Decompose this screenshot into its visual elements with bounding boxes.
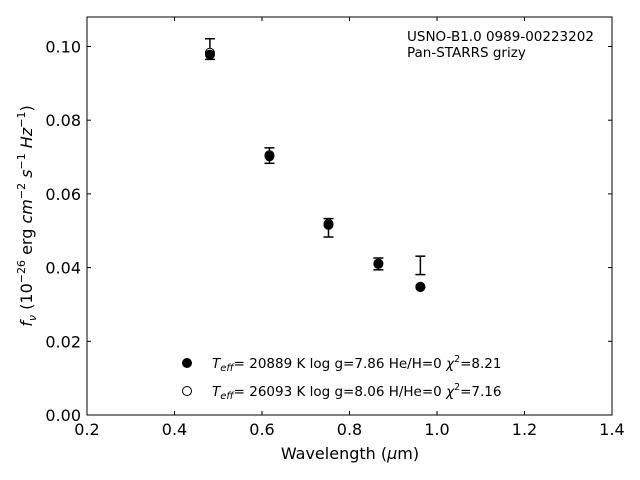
x-tick-label: 0.4 <box>162 420 187 439</box>
x-tick-label: 1.4 <box>599 420 624 439</box>
y-tick-label: 0.02 <box>45 332 81 351</box>
annotation-line-2: Pan-STARRS grizy <box>407 45 526 61</box>
y-tick-label: 0.08 <box>45 111 81 130</box>
legend-entry-2: Teff= 26093 K log g=8.06 H/He=0 χ2=7.16 <box>212 382 501 402</box>
error-bars <box>204 37 426 276</box>
filled-point <box>415 281 426 292</box>
y-tick-label: 0.10 <box>45 37 81 56</box>
filled-point <box>373 258 384 269</box>
x-axis-label: Wavelength (μm) <box>281 444 419 463</box>
y-tick-label: 0.06 <box>45 185 81 204</box>
legend-entry-1: Teff= 20889 K log g=7.86 He/H=0 χ2=8.21 <box>212 354 501 374</box>
y-tick-label: 0.04 <box>45 259 81 278</box>
filled-point <box>264 151 275 162</box>
y-axis-label: fν (10−26 erg cm−2 s−1 Hz−1) <box>15 105 39 326</box>
x-tick-label: 0.6 <box>249 420 274 439</box>
filled-point <box>204 49 215 60</box>
data-points <box>204 47 426 293</box>
legend-marker-filled <box>182 358 192 368</box>
filled-point <box>323 219 334 230</box>
legend-marker-open <box>182 386 192 396</box>
annotation-line-1: USNO-B1.0 0989-00223202 <box>407 29 594 45</box>
axis-ticks: 0.2 0.4 0.6 0.8 1.0 1.2 1.4 0.00 0.02 0.04 0.06 0.0… <box>45 17 625 439</box>
y-tick-label: 0.00 <box>45 406 81 425</box>
x-tick-label: 1.0 <box>424 420 449 439</box>
x-tick-label: 1.2 <box>512 420 537 439</box>
x-tick-label: 0.8 <box>337 420 362 439</box>
x-tick-label: 0.2 <box>74 420 99 439</box>
legend: Teff= 20889 K log g=7.86 He/H=0 χ2=8.21 … <box>182 354 501 402</box>
